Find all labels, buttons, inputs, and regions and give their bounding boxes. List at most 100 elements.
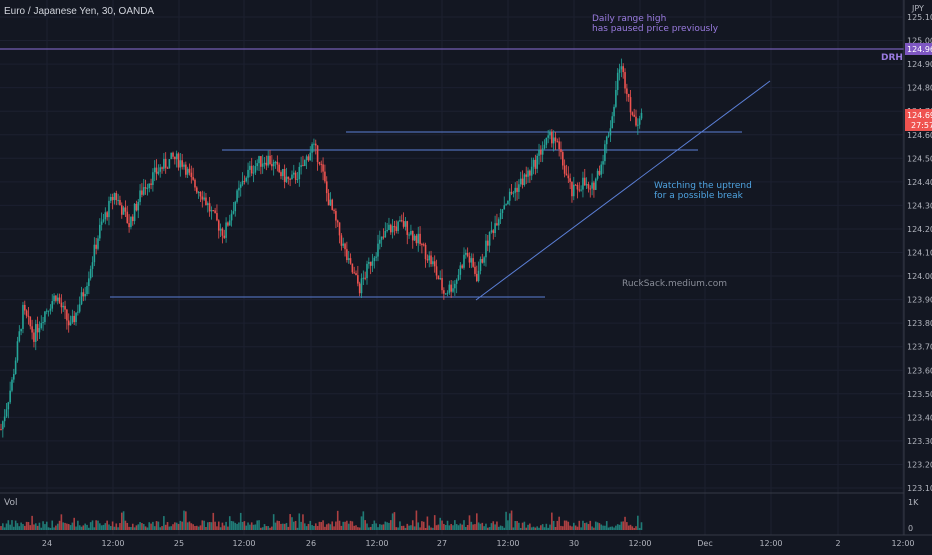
volume-bar	[530, 527, 533, 530]
candle-body	[249, 165, 251, 170]
volume-bar	[40, 527, 43, 530]
volume-bar	[604, 525, 606, 530]
candle-body	[186, 168, 189, 175]
uptrend-annotation-line2[interactable]: for a possible break	[654, 191, 744, 201]
candle-body	[569, 178, 571, 182]
candle-body	[272, 162, 275, 167]
volume-bar	[175, 522, 178, 530]
volume-bar	[607, 527, 610, 530]
volume-bar	[60, 514, 63, 530]
price-tick-label: 124.500	[907, 154, 932, 163]
volume-bar	[439, 517, 441, 530]
candle-body	[556, 141, 559, 143]
volume-bar	[2, 523, 4, 530]
volume-bar	[5, 523, 8, 530]
volume-bar	[22, 524, 24, 530]
candle-body	[113, 193, 116, 201]
volume-bar	[499, 525, 502, 530]
candle-body	[0, 429, 2, 431]
volume-bar	[404, 527, 407, 530]
volume-bar	[196, 525, 198, 530]
candle-body	[472, 258, 474, 267]
volume-bar	[347, 523, 350, 530]
volume-bar	[516, 521, 518, 530]
volume-bar	[609, 526, 612, 530]
candle-body	[395, 226, 398, 231]
candle-body	[142, 187, 145, 195]
volume-bar	[424, 527, 427, 530]
volume-bar	[443, 523, 445, 530]
candle-body	[230, 213, 233, 221]
candle-body	[183, 164, 185, 167]
time-tick-label: 12:00	[232, 539, 255, 548]
volume-bar	[31, 515, 33, 530]
volume-bar	[360, 516, 363, 530]
candle-body	[551, 131, 553, 144]
volume-bar	[474, 524, 476, 530]
volume-bar	[327, 523, 330, 530]
volume-bar	[437, 524, 440, 530]
time-tick-label: 12:00	[101, 539, 124, 548]
volume-bar	[66, 523, 68, 530]
drh-label[interactable]: DRH	[881, 53, 903, 63]
volume-bar	[318, 521, 321, 530]
symbol-title[interactable]: Euro / Japanese Yen, 30, OANDA	[4, 6, 155, 17]
candle-body	[146, 188, 149, 190]
candle-body	[179, 160, 182, 168]
candle-body	[567, 175, 570, 179]
candle-body	[589, 188, 592, 190]
candle-body	[488, 231, 491, 246]
currency-label: JPY	[911, 4, 924, 13]
volume-bar	[463, 520, 465, 530]
candle-body	[604, 144, 606, 162]
candle-body	[42, 322, 44, 324]
volume-bar	[241, 521, 244, 530]
volume-bar	[36, 525, 39, 530]
volume-bar	[523, 521, 526, 530]
price-tick-label: 124.900	[907, 60, 932, 69]
price-tick-label: 124.100	[907, 249, 932, 258]
range-high-annotation-line2[interactable]: has paused price previously	[592, 24, 719, 34]
volume-bar	[113, 526, 116, 530]
candle-body	[84, 294, 86, 297]
volume-bar	[82, 525, 85, 530]
candle-body	[62, 305, 65, 308]
price-axis[interactable]: 125.100125.000124.900124.800124.700124.6…	[907, 13, 932, 493]
price-tick-label: 123.600	[907, 366, 932, 375]
candle-body	[135, 203, 138, 211]
candle-body	[477, 270, 480, 282]
candle-body	[335, 210, 337, 221]
price-tick-label: 123.400	[907, 413, 932, 422]
candle-body	[203, 197, 205, 200]
range-high-annotation-line1[interactable]: Daily range high	[592, 14, 666, 24]
volume-bar	[503, 527, 506, 530]
candle-body	[168, 159, 171, 169]
candle-body	[34, 324, 37, 342]
price-tick-label: 124.200	[907, 225, 932, 234]
uptrend-annotation-line1[interactable]: Watching the uptrend	[654, 181, 752, 191]
candle-body	[221, 228, 224, 236]
volume-bar	[380, 524, 383, 530]
candle-body	[89, 268, 92, 279]
volume-bar	[201, 520, 204, 530]
candle-body	[236, 190, 238, 202]
candle-body	[139, 190, 141, 202]
volume-bar	[135, 525, 138, 530]
volume-bar	[78, 525, 81, 530]
candle-body	[227, 222, 229, 226]
volume-bar	[179, 520, 182, 530]
candle-body	[512, 192, 515, 194]
candle-body	[571, 181, 573, 197]
candle-body	[126, 211, 129, 224]
volume-bar	[254, 524, 257, 530]
candle-body	[351, 263, 354, 273]
volume-bar	[538, 527, 540, 530]
volume-bar	[245, 525, 248, 530]
candle-body	[410, 230, 412, 235]
candle-body	[549, 131, 551, 136]
volume-bar	[128, 526, 130, 530]
time-axis[interactable]: 24 12:00 25 12:00 26 12:00 27 12:00 30 12:00 Dec 12…	[42, 539, 915, 548]
candle-body	[27, 315, 30, 317]
